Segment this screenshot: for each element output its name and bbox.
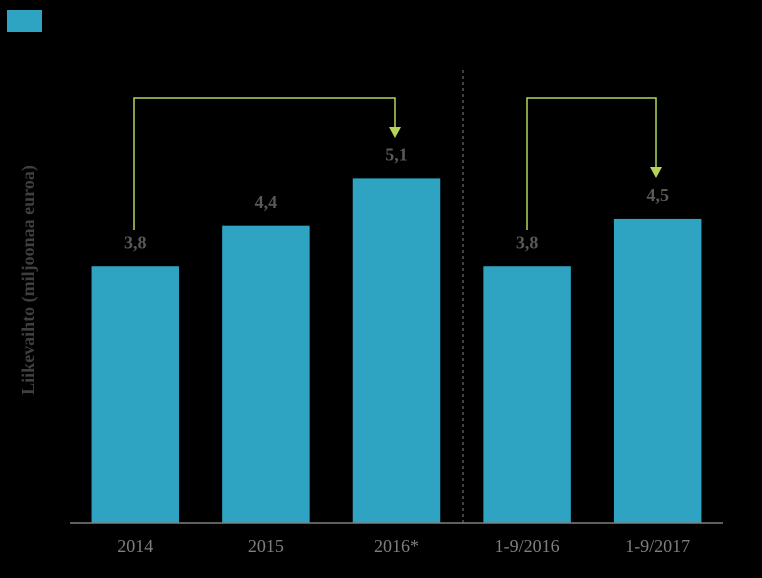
x-tick-label: 2016* (374, 536, 419, 556)
arrow (133, 97, 396, 230)
x-tick-label: 2014 (117, 536, 153, 556)
bar (91, 266, 180, 523)
value-label: 5,1 (385, 145, 408, 165)
legend-swatch (7, 10, 42, 32)
bar (222, 225, 310, 523)
y-axis-label: Liikevaihto (miljoonaa euroa) (18, 165, 39, 395)
bar (613, 218, 702, 523)
x-tick-label: 1-9/2016 (495, 536, 560, 556)
arrow (526, 97, 657, 230)
x-tick-label: 2015 (248, 536, 284, 556)
value-label: 4,4 (255, 192, 278, 212)
value-label: 4,5 (646, 185, 669, 205)
bar (352, 178, 441, 523)
x-tick-label: 1-9/2017 (625, 536, 690, 556)
value-label: 3,8 (516, 232, 539, 252)
arrow-head (389, 127, 401, 138)
value-label: 3,8 (124, 232, 147, 252)
growth-arrows (133, 97, 657, 230)
arrow-head (650, 167, 662, 178)
bar (483, 266, 571, 523)
